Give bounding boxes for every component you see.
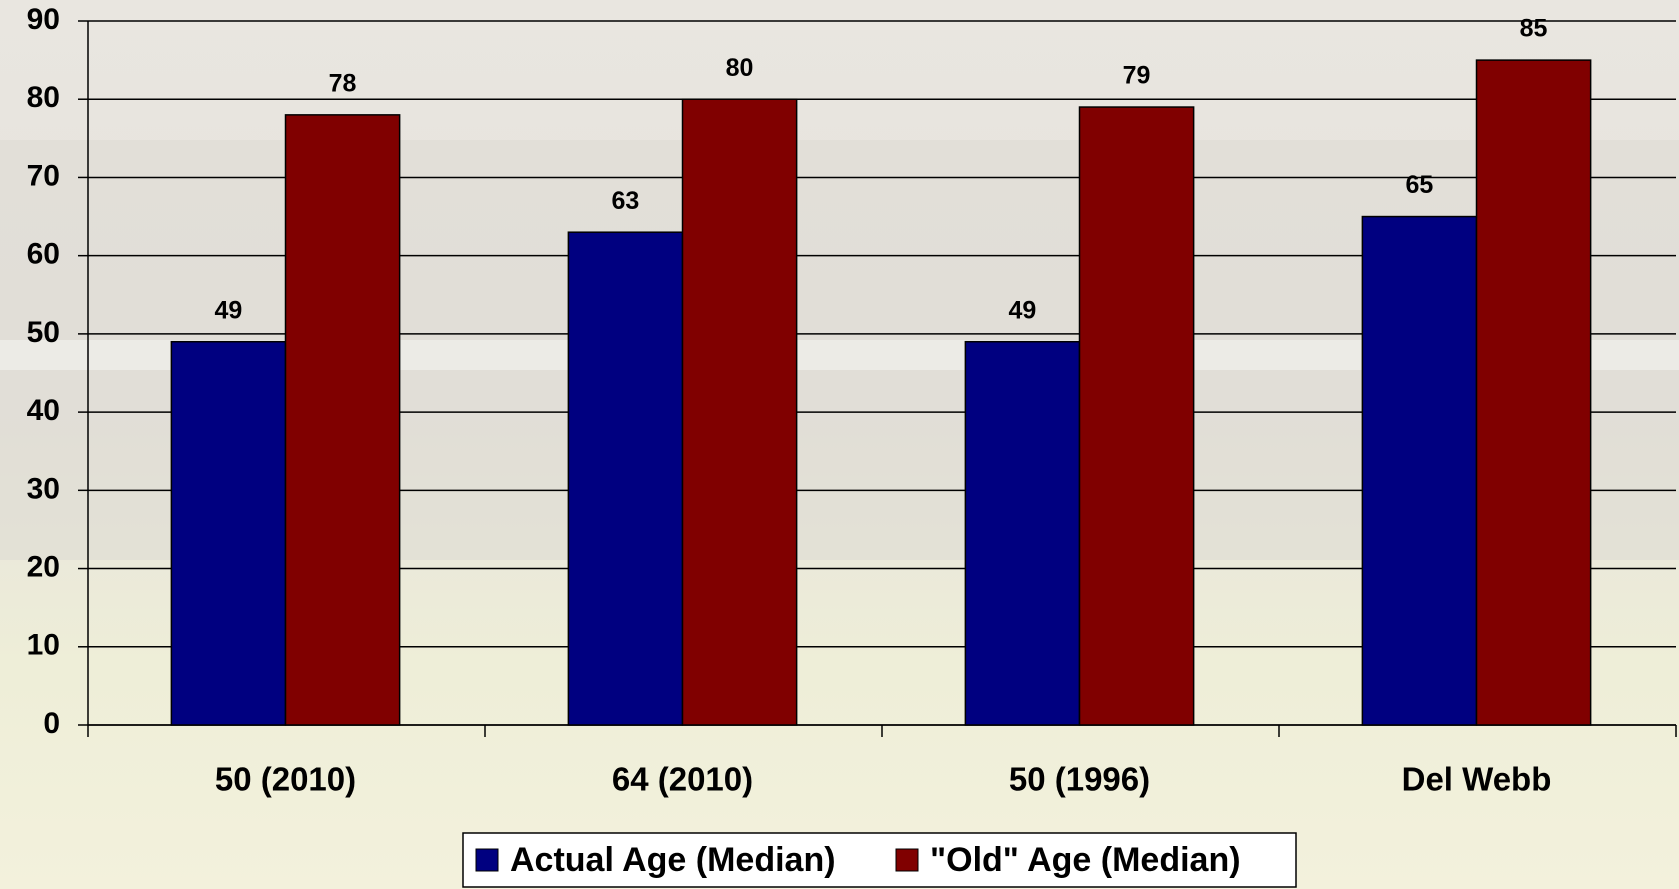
y-tick-label: 10 [27,629,60,662]
value-label: 79 [1123,62,1151,90]
legend-swatch [895,848,919,872]
value-label: 85 [1520,15,1548,43]
bar [1361,215,1478,726]
y-tick-label: 60 [27,238,60,271]
bar [964,340,1081,726]
bar [1078,106,1195,726]
bar [567,231,684,726]
x-tick-label: 64 (2010) [612,761,753,798]
value-label: 49 [215,296,243,324]
x-tick-label: 50 (2010) [215,761,356,798]
value-label: 80 [726,54,754,82]
y-tick-label: 80 [27,81,60,114]
value-label: 63 [612,187,640,215]
value-label: 49 [1009,296,1037,324]
x-tick-label: 50 (1996) [1009,761,1150,798]
y-tick-label: 70 [27,159,60,192]
bar [1475,59,1592,726]
y-tick-label: 30 [27,472,60,505]
x-tick-label: Del Webb [1402,761,1552,798]
y-tick-label: 20 [27,550,60,583]
value-label: 65 [1406,171,1434,199]
legend-label: "Old" Age (Median) [930,841,1241,879]
legend-label: Actual Age (Median) [510,841,836,879]
y-tick-label: 0 [43,707,60,740]
legend-box [462,832,1297,888]
bar [681,98,798,726]
y-tick-label: 50 [27,316,60,349]
value-label: 78 [329,69,357,97]
y-tick-label: 90 [27,3,60,36]
y-tick-label: 40 [27,394,60,427]
bar [170,340,287,726]
legend-swatch [475,848,499,872]
bar [284,114,401,726]
